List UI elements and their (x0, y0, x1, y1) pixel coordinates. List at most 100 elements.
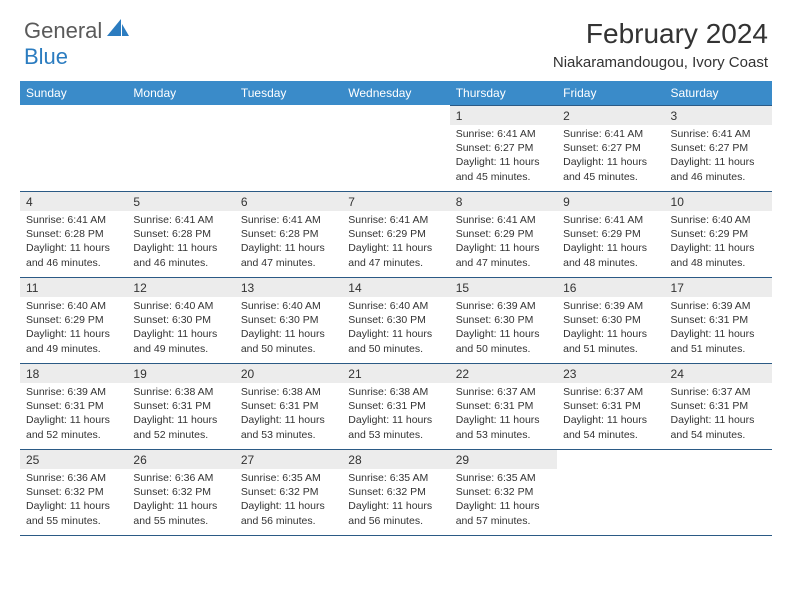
logo: General (24, 18, 132, 44)
sunset-text: Sunset: 6:31 PM (133, 399, 228, 413)
sunset-text: Sunset: 6:28 PM (241, 227, 336, 241)
sunrise-text: Sunrise: 6:38 AM (241, 385, 336, 399)
calendar-cell (665, 449, 772, 535)
sunrise-text: Sunrise: 6:39 AM (456, 299, 551, 313)
sunset-text: Sunset: 6:29 PM (671, 227, 766, 241)
calendar-week-row: 1Sunrise: 6:41 AMSunset: 6:27 PMDaylight… (20, 105, 772, 191)
calendar-cell: 23Sunrise: 6:37 AMSunset: 6:31 PMDayligh… (557, 363, 664, 449)
calendar-cell: 15Sunrise: 6:39 AMSunset: 6:30 PMDayligh… (450, 277, 557, 363)
daylight-text: Daylight: 11 hours and 51 minutes. (671, 327, 766, 355)
daylight-text: Daylight: 11 hours and 52 minutes. (26, 413, 121, 441)
calendar-cell: 13Sunrise: 6:40 AMSunset: 6:30 PMDayligh… (235, 277, 342, 363)
daylight-text: Daylight: 11 hours and 56 minutes. (348, 499, 443, 527)
daylight-text: Daylight: 11 hours and 54 minutes. (671, 413, 766, 441)
calendar-table: Sunday Monday Tuesday Wednesday Thursday… (20, 81, 772, 535)
sunrise-text: Sunrise: 6:40 AM (671, 213, 766, 227)
day-number: 21 (342, 363, 449, 383)
day-number: 13 (235, 277, 342, 297)
calendar-cell: 28Sunrise: 6:35 AMSunset: 6:32 PMDayligh… (342, 449, 449, 535)
day-content: Sunrise: 6:37 AMSunset: 6:31 PMDaylight:… (557, 383, 664, 448)
day-number: 9 (557, 191, 664, 211)
daylight-text: Daylight: 11 hours and 56 minutes. (241, 499, 336, 527)
sunrise-text: Sunrise: 6:41 AM (456, 127, 551, 141)
daylight-text: Daylight: 11 hours and 49 minutes. (133, 327, 228, 355)
sunset-text: Sunset: 6:29 PM (456, 227, 551, 241)
day-content: Sunrise: 6:38 AMSunset: 6:31 PMDaylight:… (342, 383, 449, 448)
calendar-cell: 12Sunrise: 6:40 AMSunset: 6:30 PMDayligh… (127, 277, 234, 363)
sunset-text: Sunset: 6:29 PM (26, 313, 121, 327)
day-content: Sunrise: 6:41 AMSunset: 6:27 PMDaylight:… (557, 125, 664, 190)
daylight-text: Daylight: 11 hours and 48 minutes. (563, 241, 658, 269)
sunset-text: Sunset: 6:32 PM (26, 485, 121, 499)
day-content: Sunrise: 6:35 AMSunset: 6:32 PMDaylight:… (450, 469, 557, 534)
calendar-cell: 10Sunrise: 6:40 AMSunset: 6:29 PMDayligh… (665, 191, 772, 277)
calendar-cell (20, 105, 127, 191)
day-content: Sunrise: 6:41 AMSunset: 6:27 PMDaylight:… (665, 125, 772, 190)
day-content: Sunrise: 6:37 AMSunset: 6:31 PMDaylight:… (450, 383, 557, 448)
weekday-header: Sunday (20, 81, 127, 105)
calendar-cell: 4Sunrise: 6:41 AMSunset: 6:28 PMDaylight… (20, 191, 127, 277)
weekday-header: Saturday (665, 81, 772, 105)
day-number: 18 (20, 363, 127, 383)
day-number: 27 (235, 449, 342, 469)
day-content: Sunrise: 6:39 AMSunset: 6:30 PMDaylight:… (557, 297, 664, 362)
day-number: 11 (20, 277, 127, 297)
day-number: 6 (235, 191, 342, 211)
day-content: Sunrise: 6:39 AMSunset: 6:31 PMDaylight:… (20, 383, 127, 448)
calendar-week-row: 11Sunrise: 6:40 AMSunset: 6:29 PMDayligh… (20, 277, 772, 363)
day-content: Sunrise: 6:40 AMSunset: 6:29 PMDaylight:… (665, 211, 772, 276)
calendar-cell (127, 105, 234, 191)
calendar-week-row: 25Sunrise: 6:36 AMSunset: 6:32 PMDayligh… (20, 449, 772, 535)
sunset-text: Sunset: 6:31 PM (456, 399, 551, 413)
daylight-text: Daylight: 11 hours and 49 minutes. (26, 327, 121, 355)
calendar-week-row: 18Sunrise: 6:39 AMSunset: 6:31 PMDayligh… (20, 363, 772, 449)
calendar-cell: 16Sunrise: 6:39 AMSunset: 6:30 PMDayligh… (557, 277, 664, 363)
empty-day (342, 105, 449, 124)
logo-text-general: General (24, 18, 102, 44)
weekday-header: Monday (127, 81, 234, 105)
calendar-cell: 2Sunrise: 6:41 AMSunset: 6:27 PMDaylight… (557, 105, 664, 191)
day-content: Sunrise: 6:41 AMSunset: 6:28 PMDaylight:… (127, 211, 234, 276)
sunset-text: Sunset: 6:32 PM (456, 485, 551, 499)
day-content: Sunrise: 6:35 AMSunset: 6:32 PMDaylight:… (342, 469, 449, 534)
day-number: 10 (665, 191, 772, 211)
calendar-cell: 24Sunrise: 6:37 AMSunset: 6:31 PMDayligh… (665, 363, 772, 449)
daylight-text: Daylight: 11 hours and 48 minutes. (671, 241, 766, 269)
sunrise-text: Sunrise: 6:40 AM (133, 299, 228, 313)
day-number: 12 (127, 277, 234, 297)
sunset-text: Sunset: 6:30 PM (563, 313, 658, 327)
month-title: February 2024 (553, 18, 768, 50)
daylight-text: Daylight: 11 hours and 47 minutes. (456, 241, 551, 269)
location: Niakaramandougou, Ivory Coast (553, 54, 768, 71)
day-content: Sunrise: 6:41 AMSunset: 6:28 PMDaylight:… (235, 211, 342, 276)
sunrise-text: Sunrise: 6:41 AM (348, 213, 443, 227)
sunrise-text: Sunrise: 6:41 AM (563, 213, 658, 227)
day-number: 28 (342, 449, 449, 469)
empty-day (235, 105, 342, 124)
sunset-text: Sunset: 6:31 PM (563, 399, 658, 413)
day-number: 24 (665, 363, 772, 383)
day-content: Sunrise: 6:36 AMSunset: 6:32 PMDaylight:… (127, 469, 234, 534)
day-content: Sunrise: 6:36 AMSunset: 6:32 PMDaylight:… (20, 469, 127, 534)
sunset-text: Sunset: 6:32 PM (348, 485, 443, 499)
day-number: 3 (665, 105, 772, 125)
sunrise-text: Sunrise: 6:35 AM (456, 471, 551, 485)
sunset-text: Sunset: 6:31 PM (671, 313, 766, 327)
daylight-text: Daylight: 11 hours and 45 minutes. (456, 155, 551, 183)
calendar-cell: 8Sunrise: 6:41 AMSunset: 6:29 PMDaylight… (450, 191, 557, 277)
day-content: Sunrise: 6:40 AMSunset: 6:30 PMDaylight:… (127, 297, 234, 362)
calendar-cell: 11Sunrise: 6:40 AMSunset: 6:29 PMDayligh… (20, 277, 127, 363)
day-number: 14 (342, 277, 449, 297)
calendar-cell: 1Sunrise: 6:41 AMSunset: 6:27 PMDaylight… (450, 105, 557, 191)
sunrise-text: Sunrise: 6:37 AM (563, 385, 658, 399)
sunrise-text: Sunrise: 6:37 AM (456, 385, 551, 399)
sunset-text: Sunset: 6:32 PM (241, 485, 336, 499)
daylight-text: Daylight: 11 hours and 54 minutes. (563, 413, 658, 441)
sunrise-text: Sunrise: 6:41 AM (133, 213, 228, 227)
sunrise-text: Sunrise: 6:41 AM (241, 213, 336, 227)
calendar-cell: 6Sunrise: 6:41 AMSunset: 6:28 PMDaylight… (235, 191, 342, 277)
sunset-text: Sunset: 6:30 PM (348, 313, 443, 327)
day-content: Sunrise: 6:41 AMSunset: 6:29 PMDaylight:… (557, 211, 664, 276)
day-number: 25 (20, 449, 127, 469)
day-number: 23 (557, 363, 664, 383)
